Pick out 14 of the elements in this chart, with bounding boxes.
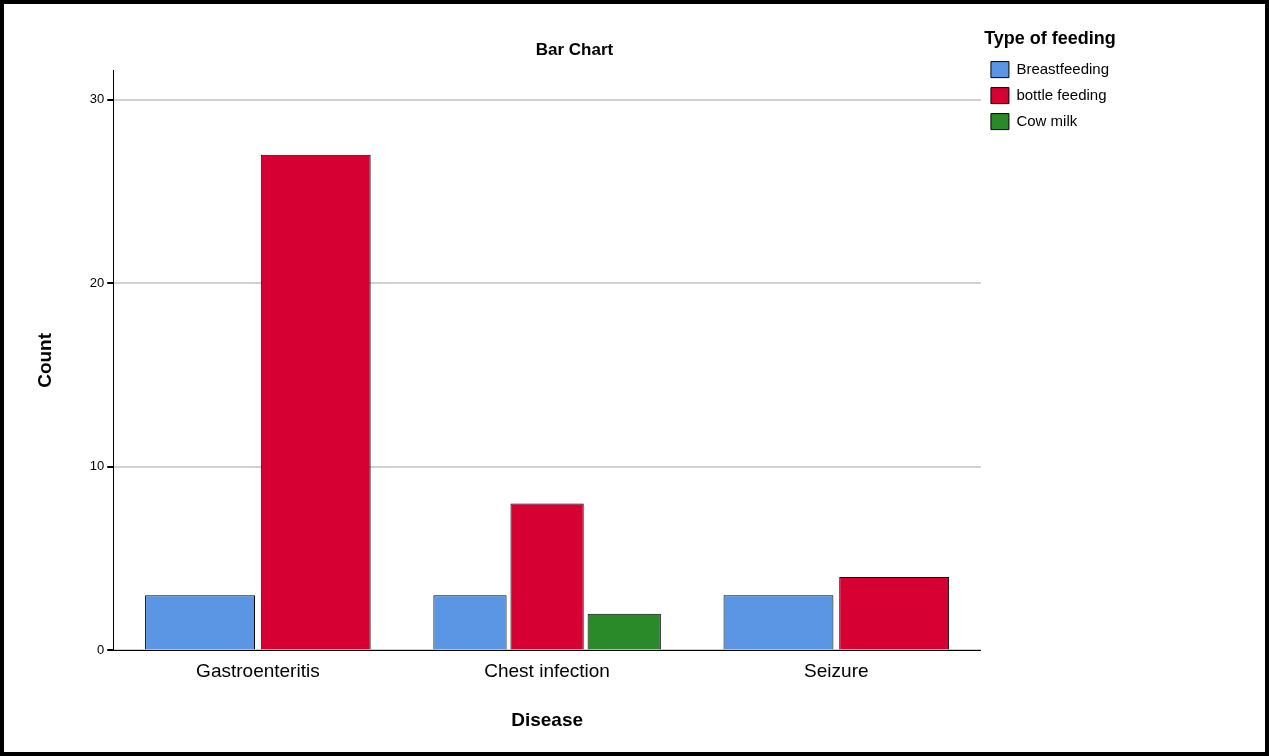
x-tick-label: Gastroenteritis [196,660,320,682]
y-tick-label: 10 [89,458,105,474]
y-tick-label: 20 [89,274,105,290]
chart-title: Bar Chart [535,39,614,59]
legend-label: Cow milk [1016,111,1078,129]
x-axis-title: Disease [511,708,584,730]
x-tick-label: Chest infection [484,660,610,682]
y-axis-title: Count [33,332,55,388]
legend-title: Type of feeding [984,27,1116,48]
y-tick-label: 0 [97,641,105,657]
legend-label: Breastfeeding [1016,59,1110,77]
y-tick-label: 30 [89,91,105,107]
legend-label: bottle feeding [1016,85,1107,103]
x-tick-label: Seizure [804,660,869,682]
